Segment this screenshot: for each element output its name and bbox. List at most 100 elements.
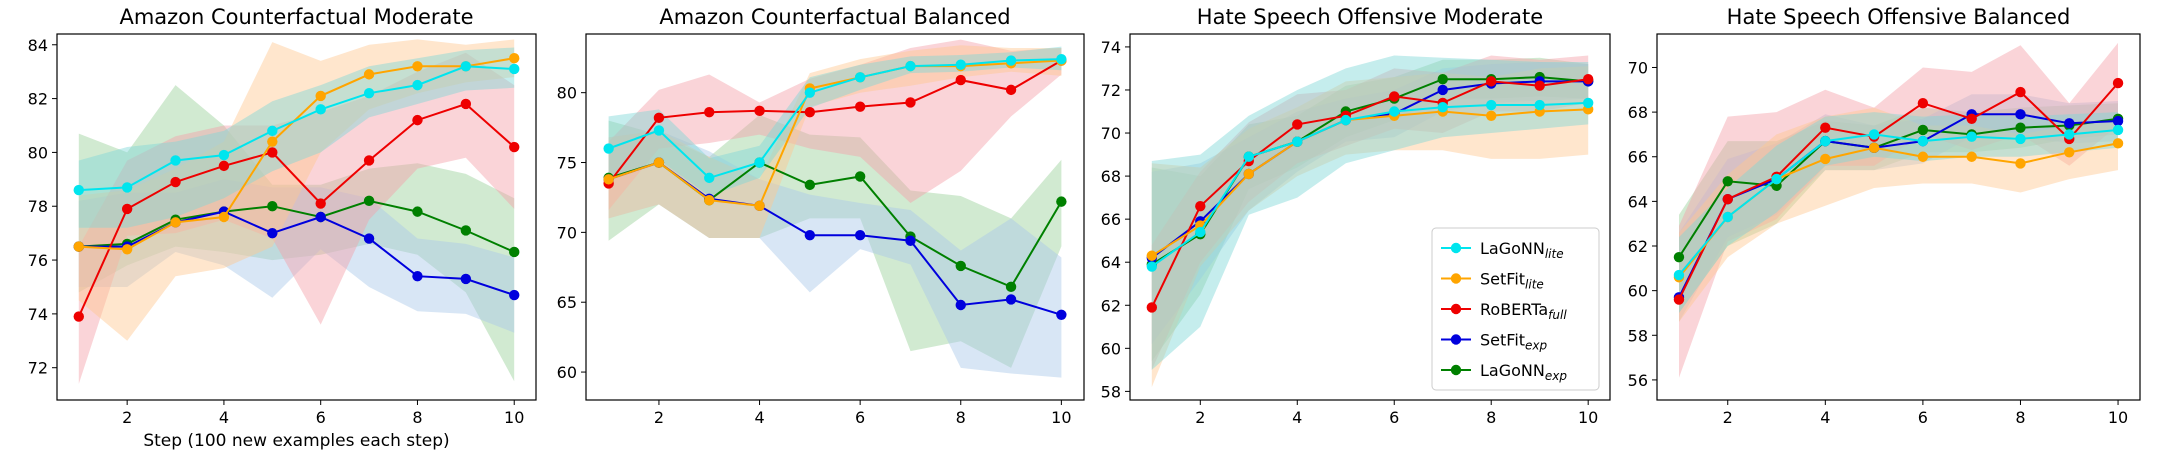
band-SetFit_lite	[1151, 66, 1589, 388]
point-RoBERTa_full	[412, 114, 423, 126]
point-LaGoNN_lite	[1486, 99, 1497, 111]
y-tick-label: 68	[1101, 167, 1121, 186]
legend: LaGoNNliteSetFitliteRoBERTafullSetFitexp…	[1431, 227, 1600, 391]
x-tick-label: 6	[1389, 408, 1399, 427]
point-SetFit_exp	[804, 229, 816, 241]
point-SetFit_lite	[653, 157, 665, 168]
point-RoBERTa_full	[804, 107, 816, 118]
band-RoBERTa_full	[1679, 42, 2118, 378]
x-tick-label: 6	[316, 408, 326, 427]
x-tick-label: 4	[219, 408, 229, 427]
x-tick-label: 8	[412, 408, 422, 427]
point-SetFit_exp	[1437, 84, 1448, 96]
point-RoBERTa_full	[1966, 113, 1977, 125]
point-LaGoNN_lite	[460, 61, 472, 72]
point-LaGoNN_lite	[653, 125, 665, 136]
point-RoBERTa_full	[1486, 76, 1497, 87]
axes-frame	[56, 33, 537, 401]
line-LaGoNN_exp	[78, 199, 515, 253]
legend-label-subscript: full	[1548, 308, 1567, 322]
point-RoBERTa_full	[1195, 201, 1206, 212]
point-LaGoNN_lite	[509, 63, 520, 75]
legend-marker-LaGoNN_lite	[1450, 242, 1462, 254]
point-LaGoNN_lite	[1917, 135, 1929, 147]
y-tick-label: 82	[28, 90, 48, 109]
point-RoBERTa_full	[1005, 84, 1017, 96]
point-LaGoNN_exp	[363, 195, 375, 207]
point-SetFit_lite	[1820, 153, 1831, 165]
point-LaGoNN_lite	[267, 125, 278, 137]
line-SetFit_exp	[1678, 113, 2119, 298]
point-LaGoNN_lite	[1868, 129, 1880, 140]
y-tick-label: 66	[1628, 148, 1648, 167]
y-tick-label: 65	[557, 293, 577, 312]
point-SetFit_exp	[854, 229, 866, 241]
point-RoBERTa_full	[1917, 97, 1929, 109]
legend-label-base: LaGoNN	[1480, 361, 1545, 380]
point-LaGoNN_exp	[412, 206, 423, 217]
y-tick-label: 84	[28, 36, 48, 55]
point-LaGoNN_lite	[1771, 173, 1782, 185]
y-tick-label: 68	[1628, 103, 1648, 122]
point-SetFit_lite	[1966, 151, 1977, 162]
x-tick-label: 4	[754, 408, 764, 427]
point-SetFit_exp	[267, 227, 278, 239]
point-LaGoNN_exp	[1917, 124, 1929, 136]
point-LaGoNN_lite	[1292, 136, 1303, 147]
plot-area	[73, 39, 520, 384]
y-tick-label: 74	[1101, 38, 1121, 57]
y-tick-label: 60	[557, 363, 577, 382]
point-RoBERTa_full	[460, 98, 472, 110]
point-LaGoNN_lite	[1243, 151, 1254, 162]
point-SetFit_lite	[2112, 138, 2124, 149]
y-tick-label: 72	[1101, 81, 1121, 100]
axes-frame	[585, 33, 1085, 401]
point-LaGoNN_exp	[1437, 74, 1448, 85]
point-LaGoNN_lite	[315, 104, 326, 115]
point-SetFit_lite	[412, 61, 423, 72]
chart-title: Hate Speech Offensive Balanced	[1727, 5, 2071, 29]
legend-label-subscript: exp	[1525, 339, 1547, 353]
point-LaGoNN_exp	[1005, 281, 1017, 293]
legend-label: LaGoNNlite	[1480, 239, 1564, 261]
point-LaGoNN_exp	[509, 246, 520, 258]
band-LaGoNN_exp	[1151, 57, 1589, 362]
x-tick-label: 6	[1918, 408, 1928, 427]
point-LaGoNN_exp	[267, 201, 278, 212]
legend-label-base: LaGoNN	[1480, 239, 1545, 258]
line-RoBERTa_full	[77, 102, 515, 318]
point-LaGoNN_lite	[1820, 135, 1831, 147]
point-SetFit_exp	[2112, 115, 2124, 127]
legend-label-base: RoBERTa	[1480, 300, 1548, 319]
point-RoBERTa_full	[955, 74, 966, 86]
legend-item-LaGoNN_exp: LaGoNNexp	[1441, 361, 1567, 383]
y-tick-label: 60	[1101, 339, 1121, 358]
point-LaGoNN_lite	[1673, 269, 1685, 281]
y-tick-label: 70	[1628, 58, 1648, 77]
point-RoBERTa_full	[1389, 91, 1400, 102]
line-SetFit_lite	[78, 57, 515, 251]
y-tick-label: 70	[557, 223, 577, 242]
band-SetFit_exp	[1679, 94, 2118, 322]
legend-marker-SetFit_exp	[1450, 334, 1462, 345]
point-SetFit_lite	[1868, 142, 1880, 154]
point-SetFit_lite	[170, 217, 181, 228]
x-tick-label: 10	[504, 408, 524, 427]
point-LaGoNN_lite	[854, 72, 866, 83]
line-RoBERTa_full	[607, 59, 1062, 185]
point-LaGoNN_lite	[2064, 129, 2075, 140]
point-RoBERTa_full	[267, 147, 278, 158]
point-LaGoNN_lite	[1437, 102, 1448, 113]
point-RoBERTa_full	[218, 160, 230, 172]
point-LaGoNN_lite	[1340, 114, 1351, 126]
band-SetFit_exp	[1151, 62, 1589, 344]
line-LaGoNN_lite	[608, 58, 1062, 180]
point-SetFit_exp	[1056, 309, 1067, 320]
legend-item-SetFit_exp: SetFitexp	[1441, 331, 1548, 353]
point-RoBERTa_full	[1292, 119, 1303, 130]
x-tick-label: 6	[855, 408, 865, 427]
point-LaGoNN_lite	[2015, 133, 2026, 145]
point-SetFit_lite	[2015, 158, 2026, 169]
point-RoBERTa_full	[754, 105, 765, 117]
point-LaGoNN_lite	[955, 59, 966, 70]
